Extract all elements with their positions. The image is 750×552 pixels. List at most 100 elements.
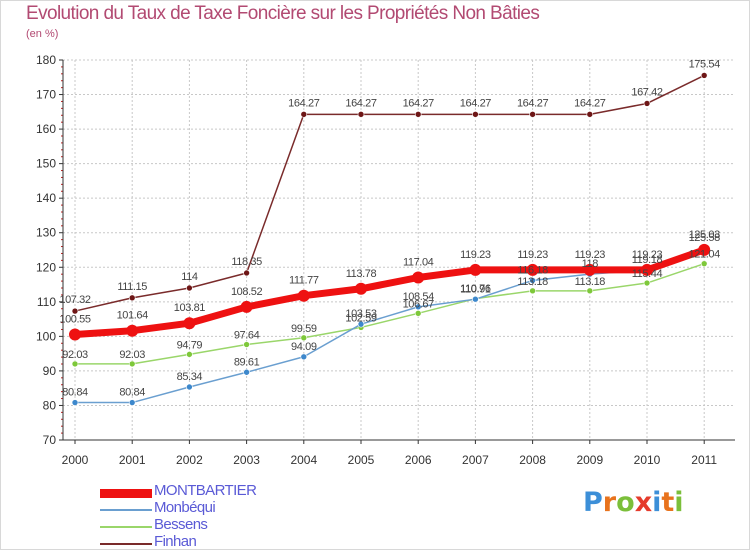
data-label-bessens: 94.79 — [177, 339, 203, 351]
logo-letter: i — [652, 487, 662, 518]
x-tick-label: 2009 — [576, 453, 603, 467]
legend-label: Finhan — [154, 533, 197, 550]
data-point-montbartier — [641, 263, 653, 276]
data-label-bessens: 113.18 — [517, 276, 548, 288]
data-point-montbartier — [297, 289, 310, 302]
y-tick-label: 170 — [36, 88, 56, 102]
series-line-montbartier — [71, 246, 708, 338]
data-label-monbequi: 94.09 — [291, 341, 317, 353]
data-label-montbartier: 100.55 — [59, 313, 91, 325]
legend-label: Bessens — [154, 516, 208, 533]
data-point-monbequi — [186, 383, 193, 391]
y-tick-label: 70 — [43, 433, 57, 447]
data-point-finhan — [414, 111, 422, 118]
y-tick-label: 120 — [36, 260, 56, 274]
data-point-finhan — [71, 307, 79, 315]
data-point-montbartier — [240, 300, 253, 313]
data-point-monbequi — [414, 303, 422, 311]
series — [69, 72, 711, 406]
data-point-bessens — [300, 334, 308, 342]
data-point-finhan — [357, 111, 365, 118]
x-tick-label: 2007 — [462, 453, 489, 467]
axes: 70 80 90 100 110 120 130 140 150 160 170 180 2000 200… — [36, 53, 735, 467]
data-label-monbequi: 89.61 — [234, 356, 260, 368]
data-label-bessens: 121.04 — [689, 249, 721, 261]
x-tick-label: 2008 — [519, 453, 546, 467]
series-line-finhan — [74, 74, 705, 312]
data-point-monbequi — [357, 320, 365, 328]
legend-swatch — [100, 509, 152, 511]
data-label-finhan: 167.42 — [631, 86, 663, 98]
data-point-bessens — [186, 351, 193, 358]
data-point-bessens — [71, 360, 79, 368]
data-label-montbartier: 119.23 — [575, 249, 606, 261]
data-label-bessens: 110.91 — [460, 284, 491, 296]
legend-swatch — [100, 526, 152, 528]
data-label-monbequi: 125.58 — [689, 232, 721, 244]
x-tick-label: 2002 — [176, 453, 203, 467]
legend-swatch — [100, 489, 152, 498]
data-label-montbartier: 117.04 — [403, 256, 434, 268]
data-point-montbartier — [126, 324, 139, 337]
data-label-monbequi: 103.53 — [345, 308, 377, 320]
data-label-monbequi: 110.76 — [460, 283, 491, 295]
data-label-finhan: 111.15 — [117, 281, 147, 293]
data-point-finhan — [529, 111, 536, 118]
legend-label: MONTBARTIER — [154, 482, 257, 499]
series-line-monbequi — [74, 247, 705, 404]
legend-label: Monbéqui — [154, 499, 216, 516]
data-label-bessens: 113.18 — [575, 276, 606, 288]
data-label-finhan: 164.27 — [574, 97, 606, 109]
data-point-bessens — [529, 287, 536, 295]
data-label-montbartier: 119.23 — [460, 249, 491, 261]
x-tick-label: 2004 — [290, 453, 317, 467]
chart-title: Evolution du Taux de Taxe Foncière sur l… — [26, 3, 540, 24]
data-point-monbequi — [243, 368, 250, 376]
data-point-monbequi — [128, 399, 136, 406]
data-point-monbequi — [300, 353, 308, 361]
data-label-monbequi: 116.18 — [517, 264, 548, 276]
data-label-montbartier: 125.03 — [689, 229, 721, 241]
data-point-bessens — [643, 279, 651, 287]
y-tick-label: 140 — [36, 191, 56, 205]
data-label-bessens: 102.59 — [345, 312, 377, 324]
data-point-monbequi — [71, 399, 79, 406]
data-point-montbartier — [526, 263, 539, 276]
data-label-montbartier: 108.52 — [231, 286, 263, 298]
data-point-finhan — [128, 294, 136, 302]
x-tick-label: 2010 — [634, 453, 661, 467]
data-point-monbequi — [472, 295, 479, 303]
data-labels: 107.32 111.15 114 118.35 164.27 164.27 164.27 1… — [59, 58, 720, 398]
x-tick-label: 2006 — [405, 453, 432, 467]
data-label-monbequi: 108.54 — [403, 291, 435, 303]
data-label-monbequi: 118 — [582, 258, 599, 270]
data-point-finhan — [700, 72, 708, 79]
y-tick-label: 110 — [37, 295, 56, 309]
data-label-monbequi: 80.84 — [62, 387, 88, 399]
data-label-finhan: 114 — [181, 271, 198, 283]
data-label-monbequi: 119.18 — [632, 254, 663, 266]
data-point-montbartier — [69, 328, 81, 341]
data-label-finhan: 164.27 — [460, 97, 492, 109]
x-tick-label: 2000 — [62, 453, 89, 467]
legend-swatch — [100, 543, 152, 545]
data-label-finhan: 107.32 — [59, 294, 91, 306]
data-label-finhan: 164.27 — [288, 97, 320, 109]
data-label-bessens: 97.64 — [234, 330, 260, 342]
data-label-finhan: 164.27 — [403, 97, 435, 109]
data-point-finhan — [186, 284, 193, 292]
logo-letter: o — [616, 487, 635, 518]
data-label-finhan: 164.27 — [345, 97, 377, 109]
data-label-finhan: 164.27 — [517, 97, 549, 109]
data-point-finhan — [472, 111, 479, 118]
y-tick-label: 180 — [36, 53, 56, 67]
data-point-montbartier — [355, 282, 367, 295]
data-label-monbequi: 80.84 — [119, 387, 145, 399]
data-label-montbartier: 103.81 — [174, 302, 206, 314]
series-line-bessens — [74, 262, 705, 365]
data-label-montbartier: 119.23 — [517, 249, 548, 261]
logo-letter: P — [583, 487, 603, 518]
y-tick-label: 90 — [43, 364, 57, 378]
unit-label: (en %) — [26, 28, 59, 40]
x-tick-label: 2001 — [119, 453, 146, 467]
